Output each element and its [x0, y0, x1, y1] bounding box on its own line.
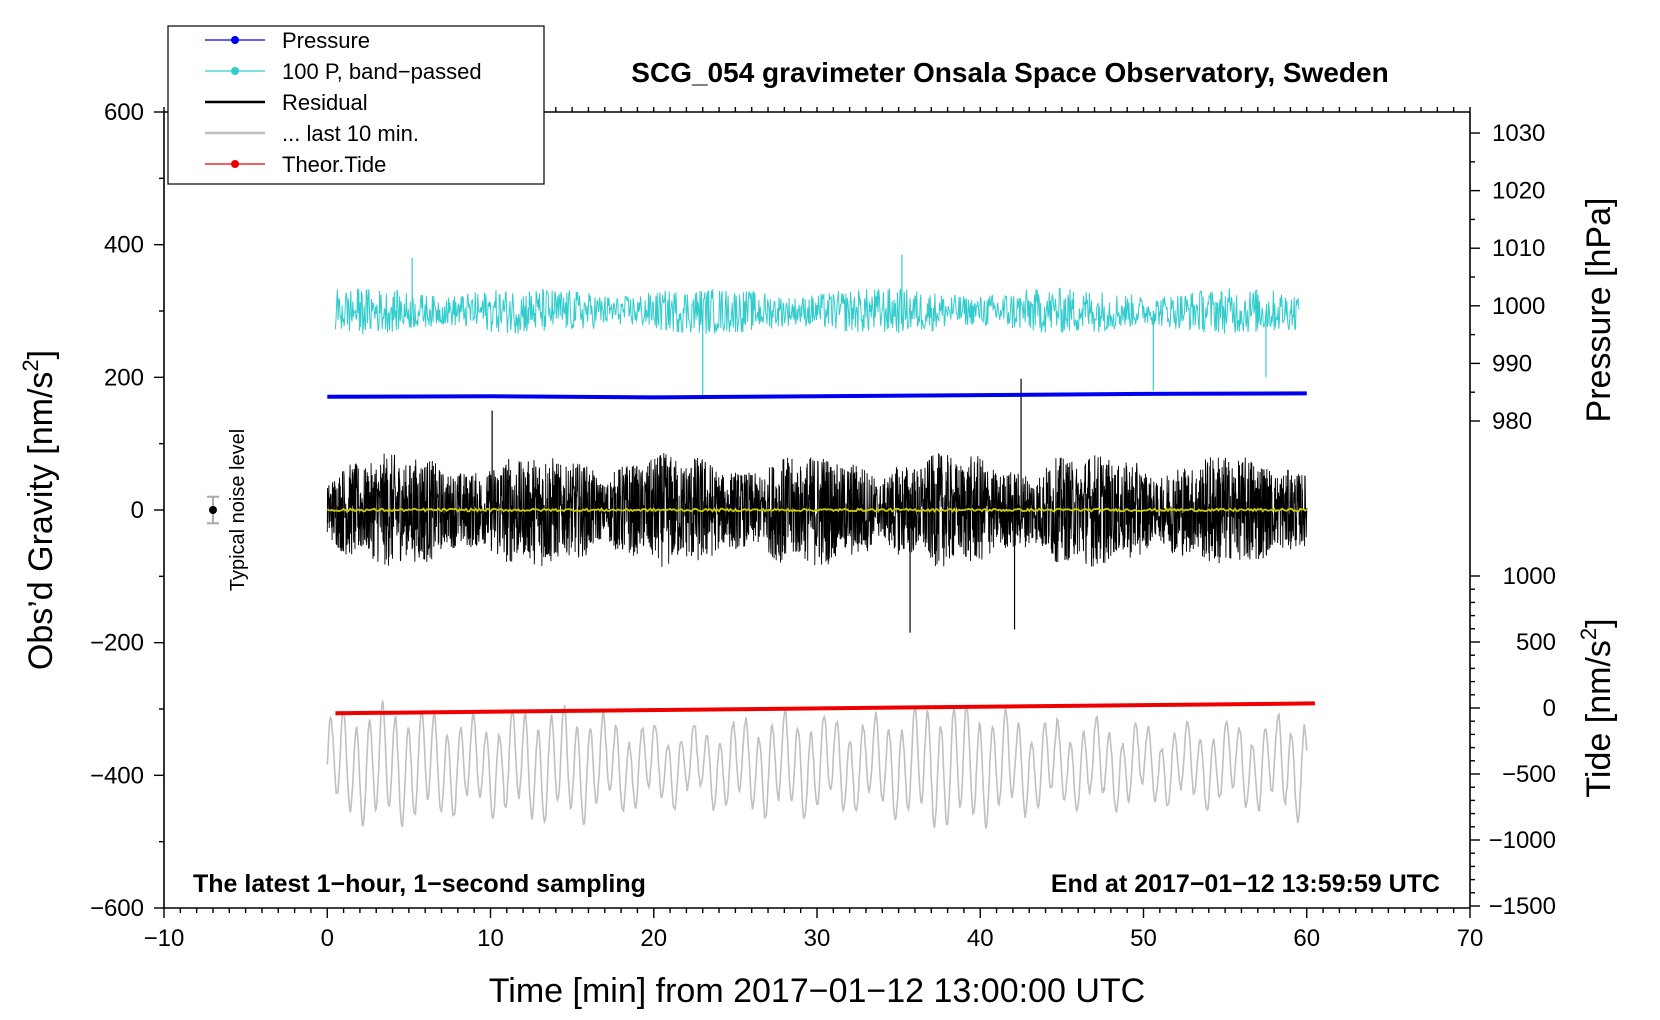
chart-title: SCG_054 gravimeter Onsala Space Observat… — [631, 57, 1388, 88]
series-pressure-band-passed — [334, 287, 1300, 334]
legend: Pressure 100 P, band−passed Residual ... la… — [167, 25, 545, 185]
x-tick-label-4: 30 — [804, 925, 831, 952]
noise-marker-dot — [208, 506, 217, 514]
legend-dot-1 — [231, 67, 239, 75]
y-axis-title-main-sup: 2 — [18, 359, 43, 371]
pressure-tick-label-0: 1030 — [1492, 120, 1545, 147]
y-tick-label-0: 600 — [104, 99, 144, 126]
y-tick-label-6: −600 — [90, 895, 144, 922]
pressure-tick-label-1: 1020 — [1492, 178, 1545, 205]
y-axis-title-pressure: Pressure [hPa] — [1580, 198, 1618, 423]
x-tick-label-3: 20 — [640, 925, 667, 952]
y-axis-title-main-text: Obs’d Gravity [nm/s — [22, 372, 60, 671]
y-axis-title-main-tail: ] — [22, 350, 60, 359]
x-axis-title: Time [min] from 2017−01−12 13:00:00 UTC — [489, 972, 1145, 1010]
legend-label-4: Theor.Tide — [282, 152, 386, 177]
x-tick-label-6: 50 — [1130, 925, 1157, 952]
x-tick-label-1: 0 — [321, 925, 334, 952]
pressure-tick-label-2: 1010 — [1492, 235, 1545, 262]
tide-tick-label-3: −500 — [1502, 761, 1556, 788]
y-axis-title-tide-sup: 2 — [1576, 628, 1601, 640]
pressure-tick-label-4: 990 — [1492, 350, 1532, 377]
tide-tick-label-4: −1000 — [1489, 827, 1556, 854]
legend-label-3: ... last 10 min. — [282, 121, 419, 146]
tide-tick-label-1: 500 — [1516, 629, 1556, 656]
y-tick-label-1: 400 — [104, 232, 144, 259]
legend-label-0: Pressure — [282, 28, 370, 53]
annotation-bottom-right: End at 2017−01−12 13:59:59 UTC — [1051, 870, 1440, 898]
series-residual — [326, 453, 1308, 567]
annotation-bottom-left: The latest 1−hour, 1−second sampling — [193, 870, 646, 898]
y-tick-label-2: 200 — [104, 364, 144, 391]
legend-label-2: Residual — [282, 90, 368, 115]
y-tick-label-5: −400 — [90, 762, 144, 789]
y-axis-title-tide-tail: ] — [1580, 618, 1618, 627]
y-tick-label-4: −200 — [90, 630, 144, 657]
tide-tick-label-2: 0 — [1543, 695, 1556, 722]
series-last-10-min — [326, 700, 1308, 829]
tick-layer: −10 0 10 20 30 40 50 60 706004002000−200−400−600… — [90, 99, 1556, 952]
x-tick-label-5: 40 — [967, 925, 994, 952]
tide-tick-label-5: −1500 — [1489, 893, 1556, 920]
legend-label-1: 100 P, band−passed — [282, 59, 482, 84]
y-axis-title-tide-text: Tide [nm/s — [1580, 640, 1618, 797]
y-tick-label-3: 0 — [131, 497, 144, 524]
tide-tick-label-0: 1000 — [1503, 563, 1556, 590]
legend-box — [167, 25, 545, 185]
pressure-tick-label-5: 980 — [1492, 408, 1532, 435]
legend-dot-4 — [231, 160, 239, 168]
x-tick-label-7: 60 — [1293, 925, 1320, 952]
y-axis-title-tide: Tide [nm/s2] — [1576, 618, 1618, 797]
series-theor-tide — [335, 701, 1315, 716]
noise-label: Typical noise level — [227, 429, 249, 591]
series-pressure — [327, 391, 1307, 400]
x-tick-label-0: −10 — [144, 925, 185, 952]
series-layer — [206, 254, 1315, 829]
pressure-tick-label-3: 1000 — [1492, 293, 1545, 320]
x-tick-label-8: 70 — [1457, 925, 1484, 952]
legend-dot-0 — [231, 36, 239, 44]
series-residual-mean — [326, 507, 1308, 513]
y-axis-title-main: Obs’d Gravity [nm/s2] — [18, 350, 60, 670]
x-tick-label-2: 10 — [477, 925, 504, 952]
